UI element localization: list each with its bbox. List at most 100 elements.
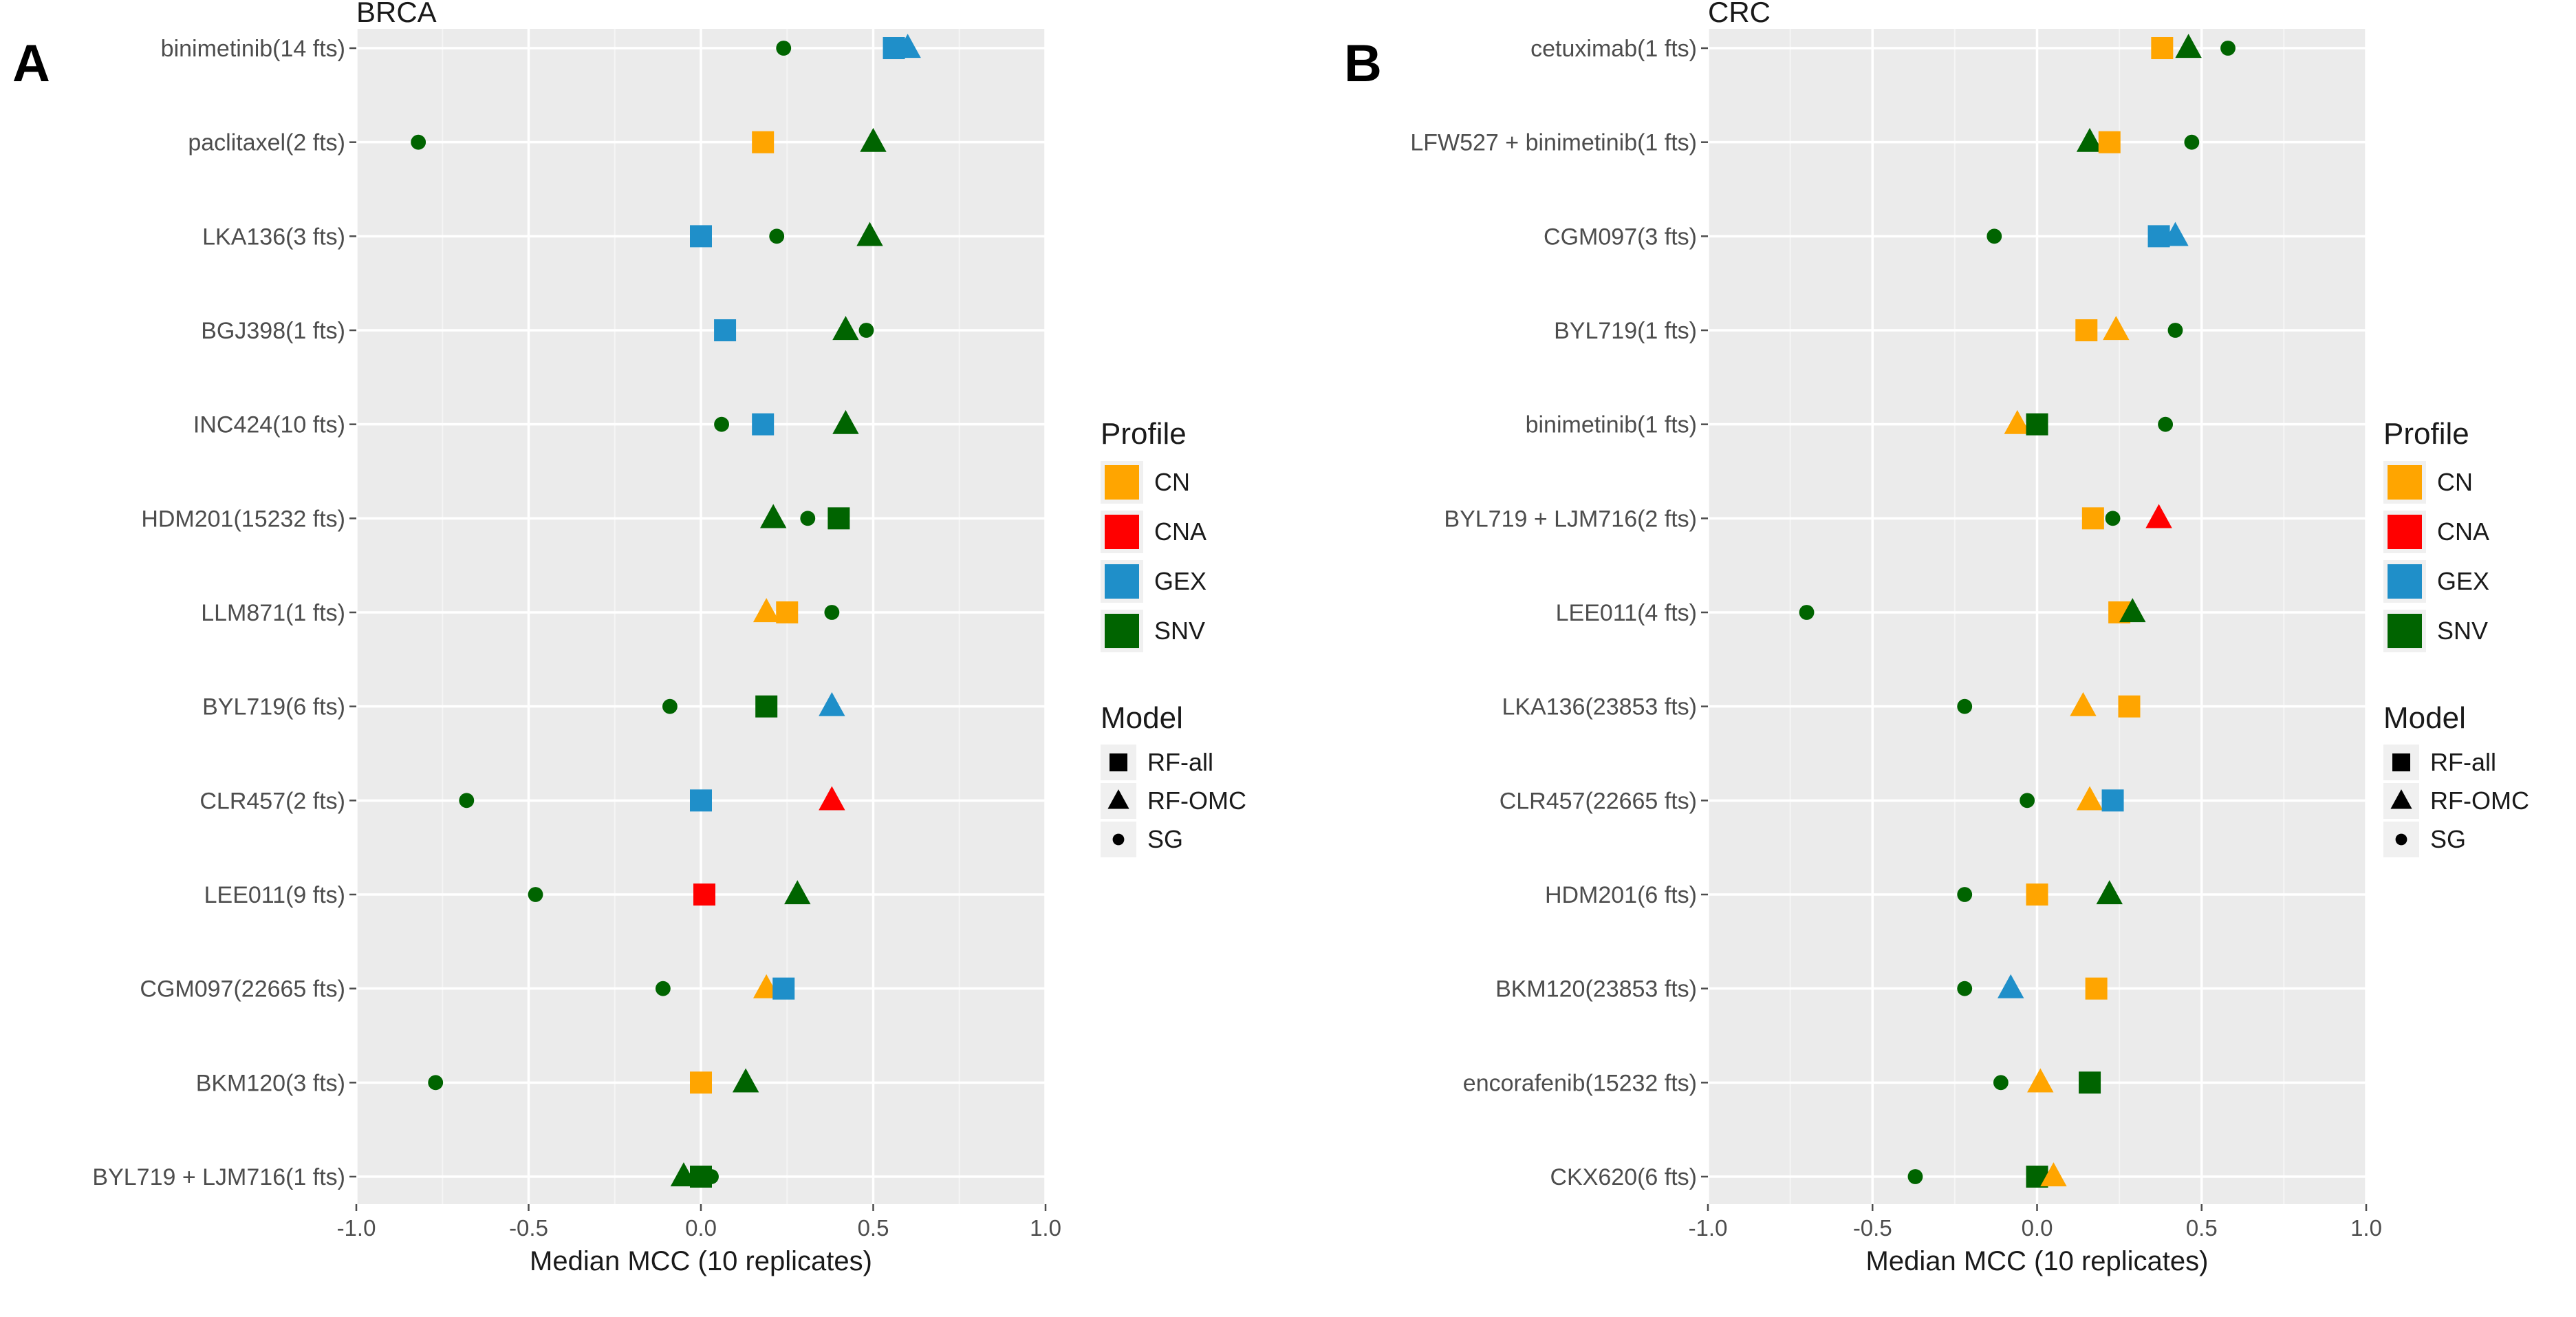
legend-shape-triangle: [2390, 789, 2412, 809]
point-rf-omc-gex: [894, 34, 921, 58]
point-sg-snv: [1957, 887, 1973, 902]
point-rf-all-cn: [2026, 884, 2048, 906]
category-label: LKA136(3 fts): [202, 224, 345, 250]
legend-label: RF-OMC: [2430, 786, 2529, 815]
point-rf-all-gex: [752, 413, 775, 436]
legend-label: GEX: [1154, 567, 1206, 595]
point-rf-all-gex: [690, 225, 712, 248]
point-sg-snv: [411, 134, 426, 150]
point-sg-snv: [800, 511, 816, 526]
point-rf-all-cn: [2118, 695, 2141, 718]
point-rf-all-gex: [772, 977, 795, 1000]
point-rf-omc-snv: [732, 1068, 759, 1093]
legend-shape-triangle: [1107, 789, 1129, 809]
point-sg-snv: [769, 228, 785, 244]
point-sg-snv: [714, 416, 729, 432]
category-label: binimetinib(1 fts): [1526, 412, 1697, 438]
legend-label: CN: [1154, 468, 1190, 496]
category-label: HDM201(6 fts): [1545, 882, 1697, 908]
point-rf-all-cn: [2151, 37, 2174, 59]
legend-swatch-gex: [2388, 564, 2422, 599]
x-axis-title: Median MCC (10 replicates): [530, 1246, 872, 1276]
x-tick-label: -0.5: [1853, 1215, 1892, 1241]
legend-swatch-cna: [1105, 515, 1139, 549]
category-label: LLM871(1 fts): [201, 600, 345, 626]
category-label: CLR457(22665 fts): [1500, 788, 1697, 814]
point-sg-snv: [824, 605, 840, 620]
category-label: LKA136(23853 fts): [1502, 694, 1697, 720]
point-rf-omc-cn: [2076, 786, 2103, 811]
point-sg-snv: [2220, 41, 2236, 56]
x-axis-title: Median MCC (10 replicates): [1866, 1246, 2209, 1276]
category-label: BYL719 + LJM716(2 fts): [1444, 506, 1697, 532]
x-tick-label: 0.0: [2022, 1215, 2053, 1241]
legend-label: GEX: [2437, 567, 2489, 595]
x-tick-label: 1.0: [1030, 1215, 1061, 1241]
point-sg-snv: [655, 981, 671, 996]
point-rf-omc-cn: [2070, 692, 2097, 716]
point-rf-all-gex: [690, 789, 712, 812]
point-sg-snv: [1907, 1169, 1923, 1184]
legend-swatch-snv: [1105, 614, 1139, 648]
panel-title: CRC: [1708, 0, 1771, 28]
panel-title: BRCA: [356, 0, 437, 28]
x-tick-label: -1.0: [1689, 1215, 1728, 1241]
point-rf-omc-snv: [2175, 34, 2202, 58]
point-rf-all-cna: [693, 884, 716, 906]
point-rf-omc-snv: [2076, 127, 2103, 152]
legend-label: RF-OMC: [1147, 786, 1246, 815]
legend-swatch-cn: [2388, 465, 2422, 500]
point-rf-all-cn: [2075, 319, 2098, 341]
point-rf-omc-snv: [784, 880, 811, 905]
point-rf-all-snv: [2026, 413, 2048, 436]
category-label: encorafenib(15232 fts): [1463, 1070, 1697, 1096]
legend: Profile CN CNA GEX SNV Model RF-all RF-OMC SG: [1101, 417, 1246, 857]
category-label: cetuximab(1 fts): [1530, 36, 1697, 62]
category-label: INC424(10 fts): [193, 412, 345, 438]
point-sg-snv: [1957, 981, 1973, 996]
point-rf-all-gex: [2101, 789, 2124, 812]
point-rf-omc-cna: [819, 786, 845, 811]
point-rf-all-snv: [2079, 1071, 2101, 1094]
point-rf-omc-cna: [2145, 504, 2172, 528]
point-sg-snv: [1993, 1075, 2009, 1091]
point-sg-snv: [704, 1169, 719, 1184]
category-label: LEE011(4 fts): [1556, 600, 1697, 626]
legend-profile-title: Profile: [2383, 417, 2469, 451]
category-label: LEE011(9 fts): [204, 882, 345, 908]
point-rf-omc-cn: [2027, 1068, 2054, 1093]
legend-model-title: Model: [2383, 701, 2466, 735]
point-rf-omc-cn: [2103, 316, 2130, 341]
legend-swatch-gex: [1105, 564, 1139, 599]
category-label: BKM120(23853 fts): [1495, 976, 1697, 1003]
legend-label: SG: [1147, 825, 1183, 853]
category-label: BYL719(1 fts): [1554, 318, 1697, 344]
category-label: BGJ398(1 fts): [201, 318, 345, 344]
legend-swatch-cna: [2388, 515, 2422, 549]
point-rf-omc-snv: [2096, 880, 2123, 905]
point-rf-all-gex: [714, 319, 737, 341]
category-label: CKX620(6 fts): [1550, 1164, 1697, 1190]
category-label: CGM097(22665 fts): [140, 976, 345, 1003]
point-rf-omc-gex: [1998, 974, 2024, 998]
legend-label: RF-all: [1147, 748, 1213, 776]
point-sg-snv: [1799, 605, 1815, 620]
category-label: BYL719(6 fts): [202, 694, 345, 720]
point-sg-snv: [1957, 698, 1973, 714]
point-sg-snv: [2184, 134, 2200, 150]
point-sg-snv: [428, 1075, 444, 1091]
point-rf-omc-snv: [760, 504, 787, 528]
point-rf-omc-snv: [856, 222, 883, 246]
point-sg-snv: [459, 793, 475, 809]
point-rf-all-cn: [2085, 977, 2108, 1000]
point-sg-snv: [2167, 323, 2183, 338]
point-sg-snv: [2020, 793, 2035, 809]
point-rf-omc-snv: [860, 127, 887, 152]
category-label: binimetinib(14 fts): [161, 36, 345, 62]
point-sg-snv: [1987, 228, 2002, 244]
point-rf-omc-cn: [2004, 409, 2031, 434]
point-rf-omc-gex: [2162, 222, 2189, 246]
point-rf-all-snv: [827, 507, 850, 530]
point-rf-omc-snv: [832, 409, 859, 434]
legend-shape-circle: [2395, 833, 2407, 846]
